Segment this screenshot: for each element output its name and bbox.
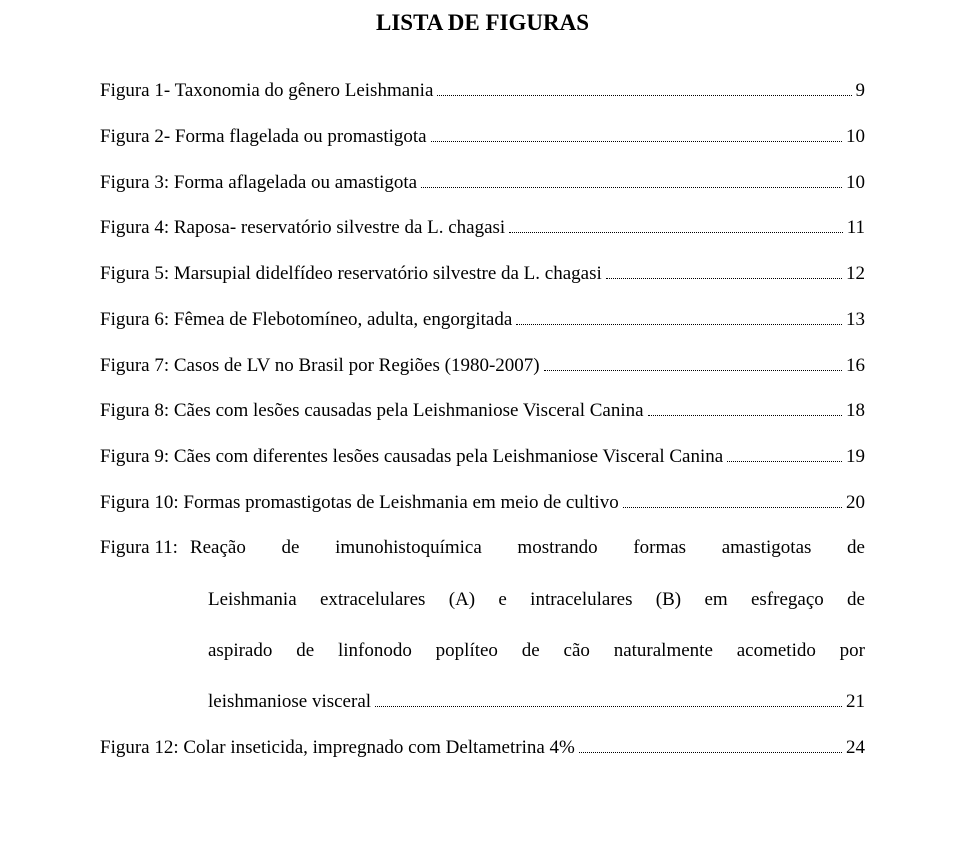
figure-entry: Figura 10: Formas promastigotas de Leish…: [100, 490, 865, 516]
figure-entry: Figura 4: Raposa- reservatório silvestre…: [100, 215, 865, 241]
figure-list: Figura 1- Taxonomia do gênero Leishmania…: [100, 78, 865, 761]
entry-row: Figura 8: Cães com lesões causadas pela …: [100, 398, 865, 424]
page-number: 10: [846, 124, 865, 150]
figure-entry: Figura 1- Taxonomia do gênero Leishmania…: [100, 78, 865, 104]
entry-label: Figura 4: Raposa- reservatório silvestre…: [100, 215, 505, 241]
dot-leader: [421, 169, 842, 187]
page-number: 11: [847, 215, 865, 241]
page-number: 19: [846, 444, 865, 470]
figure-entry: Figura 3: Forma aflagelada ou amastigota…: [100, 169, 865, 195]
entry-label: Figura 7: Casos de LV no Brasil por Regi…: [100, 353, 540, 379]
dot-leader: [431, 124, 842, 142]
entry-row: Figura 9: Cães com diferentes lesões cau…: [100, 444, 865, 470]
figure-entry: Figura 5: Marsupial didelfídeo reservató…: [100, 261, 865, 287]
dot-leader: [509, 215, 842, 233]
figure-entry: Figura 12: Colar inseticida, impregnado …: [100, 735, 865, 761]
dot-leader: [606, 261, 842, 279]
entry-label: Figura 5: Marsupial didelfídeo reservató…: [100, 261, 602, 287]
figure-entry: Figura 7: Casos de LV no Brasil por Regi…: [100, 352, 865, 378]
dot-leader: [727, 444, 842, 462]
figure-entry-multiline: Figura 11:Reação de imunohistoquímica mo…: [100, 535, 865, 715]
entry-row: Figura 2- Forma flagelada ou promastigot…: [100, 124, 865, 150]
entry-row: Figura 11:Reação de imunohistoquímica mo…: [100, 535, 865, 586]
dot-leader: [437, 78, 851, 96]
dot-leader: [579, 735, 842, 753]
page-number: 18: [846, 398, 865, 424]
figure-entry: Figura 6: Fêmea de Flebotomíneo, adulta,…: [100, 307, 865, 333]
entry-row: Figura 5: Marsupial didelfídeo reservató…: [100, 261, 865, 287]
entry-row: leishmaniose visceral 21: [100, 689, 865, 715]
dot-leader: [544, 352, 842, 370]
entry-label: Figura 2- Forma flagelada ou promastigot…: [100, 124, 427, 150]
dot-leader: [648, 398, 842, 416]
entry-label: Figura 6: Fêmea de Flebotomíneo, adulta,…: [100, 307, 512, 333]
entry-label: Figura 8: Cães com lesões causadas pela …: [100, 398, 644, 424]
entry-text: aspirado de linfonodo poplíteo de cão na…: [208, 638, 865, 689]
entry-row: Figura 1- Taxonomia do gênero Leishmania…: [100, 78, 865, 104]
entry-label: Figura 3: Forma aflagelada ou amastigota: [100, 170, 417, 196]
entry-row: Figura 10: Formas promastigotas de Leish…: [100, 490, 865, 516]
entry-prefix: Figura 11:: [100, 535, 190, 561]
page-number: 24: [846, 735, 865, 761]
entry-continuation: Leishmania extracelulares (A) e intracel…: [100, 587, 865, 690]
page-number: 21: [846, 689, 865, 715]
entry-label: Figura 9: Cães com diferentes lesões cau…: [100, 444, 723, 470]
entry-text: leishmaniose visceral: [208, 689, 371, 715]
page-number: 16: [846, 353, 865, 379]
entry-text: Reação de imunohistoquímica mostrando fo…: [190, 535, 865, 586]
entry-row: Figura 6: Fêmea de Flebotomíneo, adulta,…: [100, 307, 865, 333]
dot-leader: [623, 490, 842, 508]
entry-label: Figura 1- Taxonomia do gênero Leishmania: [100, 78, 433, 104]
entry-row: Figura 7: Casos de LV no Brasil por Regi…: [100, 352, 865, 378]
entry-text: Leishmania extracelulares (A) e intracel…: [208, 587, 865, 638]
page-number: 20: [846, 490, 865, 516]
dot-leader: [516, 307, 842, 325]
page-number: 12: [846, 261, 865, 287]
entry-row: Figura 12: Colar inseticida, impregnado …: [100, 735, 865, 761]
entry-row: Figura 4: Raposa- reservatório silvestre…: [100, 215, 865, 241]
page-number: 9: [856, 78, 866, 104]
figure-entry: Figura 8: Cães com lesões causadas pela …: [100, 398, 865, 424]
page-number: 13: [846, 307, 865, 333]
page-title: LISTA DE FIGURAS: [100, 10, 865, 36]
figure-entry: Figura 9: Cães com diferentes lesões cau…: [100, 444, 865, 470]
page: LISTA DE FIGURAS Figura 1- Taxonomia do …: [0, 0, 960, 761]
figure-entry: Figura 2- Forma flagelada ou promastigot…: [100, 124, 865, 150]
dot-leader: [375, 689, 842, 707]
page-number: 10: [846, 170, 865, 196]
entry-row: Figura 3: Forma aflagelada ou amastigota…: [100, 169, 865, 195]
entry-label: Figura 12: Colar inseticida, impregnado …: [100, 735, 575, 761]
entry-label: Figura 10: Formas promastigotas de Leish…: [100, 490, 619, 516]
